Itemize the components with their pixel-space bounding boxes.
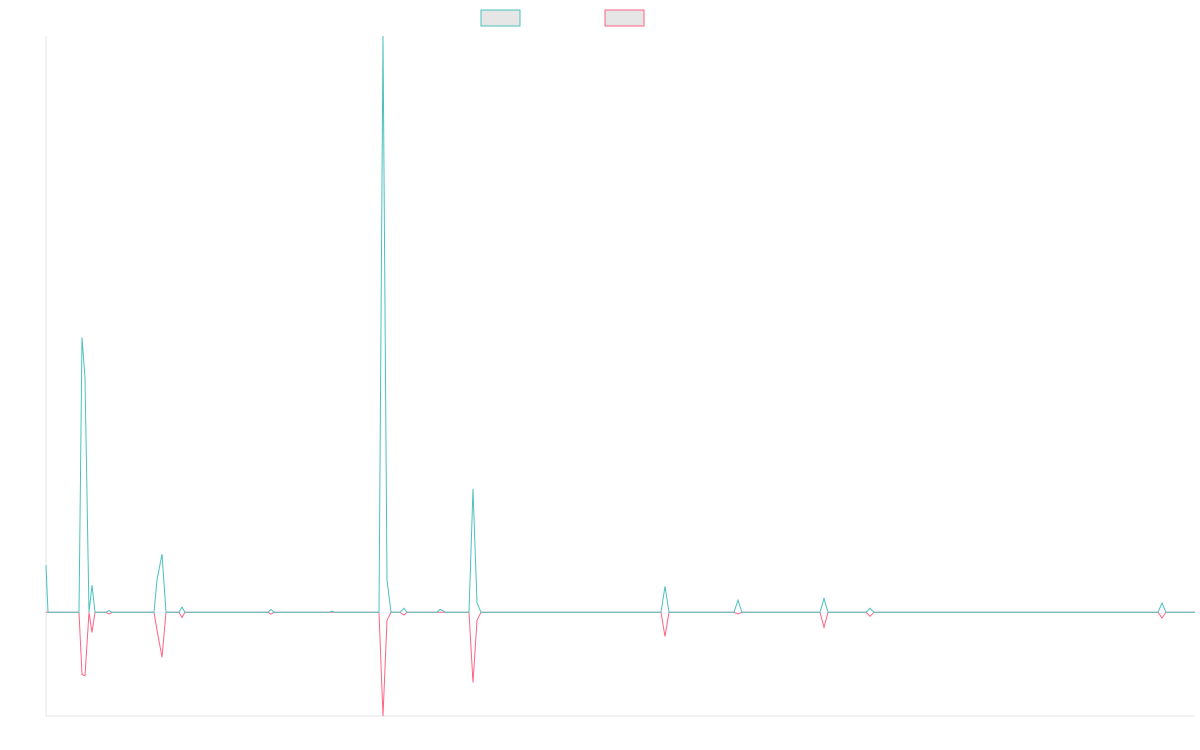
line-series (46, 611, 1195, 717)
legend-swatch (480, 9, 521, 27)
line-series (45, 35, 1195, 613)
legend-swatch (604, 9, 645, 27)
